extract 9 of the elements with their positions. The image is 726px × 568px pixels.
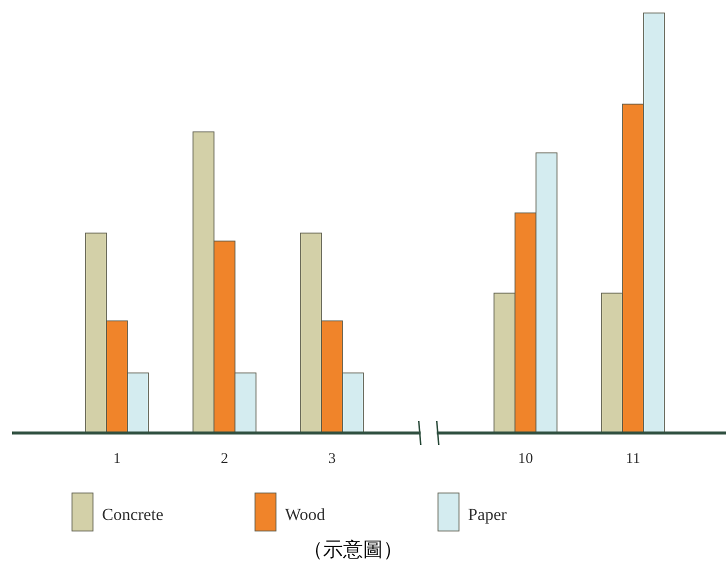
legend-label: Wood [285, 505, 326, 524]
x-tick-label: 10 [518, 451, 533, 467]
text: （示意圖） [303, 537, 403, 561]
x-tick-label: 3 [328, 451, 336, 467]
x-tick-label: 1 [113, 451, 121, 467]
legend-label: Paper [468, 505, 508, 524]
x-tick-label: 11 [626, 451, 640, 467]
x-tick-label: 2 [220, 451, 228, 467]
legend-label: Concrete [102, 505, 164, 524]
